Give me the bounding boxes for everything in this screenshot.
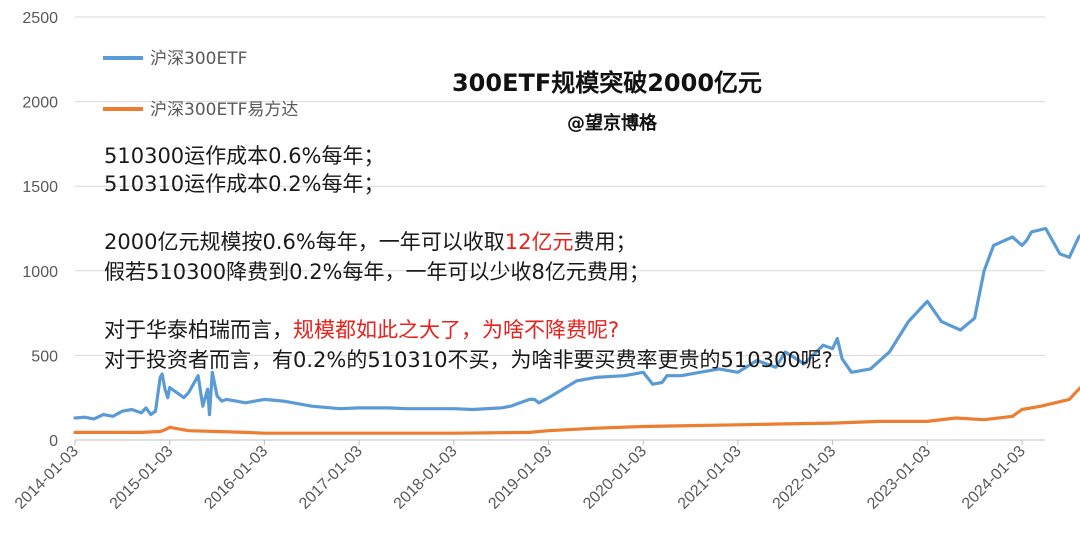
x-tick-label: 2015-01-03 — [107, 443, 177, 513]
annotation-line-6: 对于投资者而言，有0.2%的510310不买，为啥非要买费率更贵的510300呢… — [104, 348, 833, 372]
annotation-line-5-pre: 对于华泰柏瑞而言， — [104, 318, 293, 342]
x-tick-label: 2020-01-03 — [580, 443, 650, 513]
legend: 沪深300ETF 沪深300ETF易方达 — [103, 49, 298, 120]
x-tick-label: 2024-01-03 — [959, 443, 1029, 513]
series-line-0 — [73, 226, 1080, 421]
annotation-line-5: 对于华泰柏瑞而言，规模都如此之大了，为啥不降费呢? — [104, 318, 619, 342]
y-tick-label: 1500 — [22, 179, 58, 196]
y-tick-label: 2000 — [22, 95, 58, 112]
annotation-line-3: 2000亿元规模按0.6%每年，一年可以收取12亿元费用； — [104, 230, 637, 254]
x-tick-label: 2014-01-03 — [12, 443, 82, 513]
annotation-line-3-pre: 2000亿元规模按0.6%每年，一年可以收取 — [104, 230, 505, 254]
y-tick-label: 500 — [31, 348, 58, 365]
x-tick-label: 2021-01-03 — [675, 443, 745, 513]
annotation-line-4: 假若510300降费到0.2%每年，一年可以少收8亿元费用； — [104, 260, 650, 284]
legend-label-0: 沪深300ETF — [150, 49, 247, 69]
y-tick-label: 0 — [49, 433, 58, 450]
series-lines — [73, 226, 1080, 435]
y-tick-label: 2500 — [22, 10, 58, 27]
x-axis-ticks: 2014-01-03 2015-01-03 2016-01-03 2017-01-03… — [12, 439, 1045, 513]
x-tick-label: 2017-01-03 — [296, 443, 366, 513]
annotation-line-5-highlight: 规模都如此之大了，为啥不降费呢? — [293, 318, 619, 342]
annotation-block: 510300运作成本0.6%每年； 510310运作成本0.2%每年； 2000… — [104, 144, 833, 372]
annotation-line-2: 510310运作成本0.2%每年； — [104, 172, 385, 196]
x-tick-label: 2019-01-03 — [485, 443, 555, 513]
x-tick-label: 2022-01-03 — [770, 443, 840, 513]
chart-title: 300ETF规模突破2000亿元 — [452, 69, 762, 97]
series-line-1 — [73, 386, 1080, 435]
annotation-line-3-post: 费用； — [574, 230, 637, 254]
annotation-line-1: 510300运作成本0.6%每年； — [104, 144, 385, 168]
x-tick-label: 2016-01-03 — [201, 443, 271, 513]
legend-label-1: 沪深300ETF易方达 — [150, 100, 298, 120]
y-tick-label: 1000 — [22, 264, 58, 281]
chart-subtitle: @望京博格 — [567, 112, 658, 134]
x-tick-label: 2023-01-03 — [864, 443, 934, 513]
annotation-line-3-highlight: 12亿元 — [505, 230, 574, 254]
x-tick-label: 2018-01-03 — [391, 443, 461, 513]
y-axis-ticks: 0 500 1000 1500 2000 2500 — [22, 10, 58, 450]
